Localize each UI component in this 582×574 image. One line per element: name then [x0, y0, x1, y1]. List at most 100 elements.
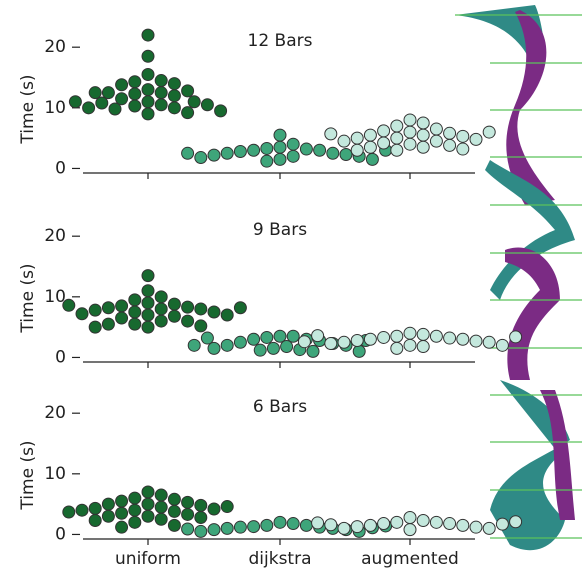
point: [297, 335, 311, 349]
point: [68, 95, 82, 109]
y-tick-label: 20: [44, 403, 66, 423]
point: [260, 330, 274, 344]
point: [154, 500, 168, 514]
point: [128, 491, 142, 505]
point: [194, 524, 208, 538]
point: [88, 320, 102, 334]
point: [181, 314, 195, 328]
point: [101, 86, 115, 100]
point: [128, 87, 142, 101]
point: [154, 314, 168, 328]
point: [233, 335, 247, 349]
y-tick-label: 0: [55, 158, 66, 178]
point: [403, 113, 417, 127]
point: [141, 509, 155, 523]
point: [167, 504, 181, 518]
point: [101, 509, 115, 523]
point: [416, 140, 430, 154]
point: [350, 131, 364, 145]
point: [482, 125, 496, 139]
point: [377, 124, 391, 138]
y-tick-label: 20: [44, 226, 66, 246]
point: [220, 338, 234, 352]
point: [286, 137, 300, 151]
point: [141, 83, 155, 97]
chart-title: 9 Bars: [253, 220, 307, 240]
y-tick-label: 10: [44, 287, 66, 307]
point: [273, 152, 287, 166]
point: [115, 506, 129, 520]
point: [200, 98, 214, 112]
y-tick-label: 10: [44, 464, 66, 484]
point: [220, 146, 234, 160]
point: [299, 142, 313, 156]
point: [141, 284, 155, 298]
point: [416, 340, 430, 354]
point: [337, 335, 351, 349]
point: [141, 49, 155, 63]
point: [141, 497, 155, 511]
chart-title: 6 Bars: [253, 397, 307, 417]
point: [416, 116, 430, 130]
point: [365, 152, 379, 166]
point: [115, 520, 129, 534]
teal-shape: [485, 160, 575, 300]
point: [181, 106, 195, 120]
point: [141, 296, 155, 310]
point: [154, 512, 168, 526]
point: [403, 510, 417, 524]
point: [154, 302, 168, 316]
point: [273, 515, 287, 529]
point: [495, 517, 509, 531]
point: [200, 331, 214, 345]
point: [115, 311, 129, 325]
point: [141, 28, 155, 42]
point: [88, 514, 102, 528]
point: [443, 331, 457, 345]
point: [141, 308, 155, 322]
point: [350, 143, 364, 157]
point: [363, 140, 377, 154]
point: [194, 319, 208, 333]
point: [509, 330, 523, 344]
point: [62, 298, 76, 312]
point: [128, 293, 142, 307]
point: [75, 307, 89, 321]
x-tick-label: uniform: [115, 549, 181, 569]
point: [482, 521, 496, 535]
purple-shape: [540, 390, 575, 520]
point: [429, 122, 443, 136]
point: [88, 86, 102, 100]
point: [260, 141, 274, 155]
point: [443, 126, 457, 140]
point: [390, 131, 404, 145]
point: [220, 521, 234, 535]
point: [181, 146, 195, 160]
purple-shape: [505, 247, 560, 380]
point: [181, 507, 195, 521]
point: [482, 335, 496, 349]
point: [154, 488, 168, 502]
point: [194, 510, 208, 524]
point: [456, 332, 470, 346]
point: [141, 485, 155, 499]
point: [95, 96, 109, 110]
point: [416, 514, 430, 528]
point: [207, 523, 221, 537]
point: [167, 492, 181, 506]
point: [128, 305, 142, 319]
point: [141, 67, 155, 81]
point: [403, 137, 417, 151]
point: [390, 143, 404, 157]
point: [101, 497, 115, 511]
point: [363, 128, 377, 142]
point: [207, 502, 221, 516]
point: [207, 148, 221, 162]
point: [141, 107, 155, 121]
point: [167, 77, 181, 91]
point: [390, 341, 404, 355]
point: [363, 332, 377, 346]
point: [115, 92, 129, 106]
point: [181, 84, 195, 98]
point: [326, 146, 340, 160]
